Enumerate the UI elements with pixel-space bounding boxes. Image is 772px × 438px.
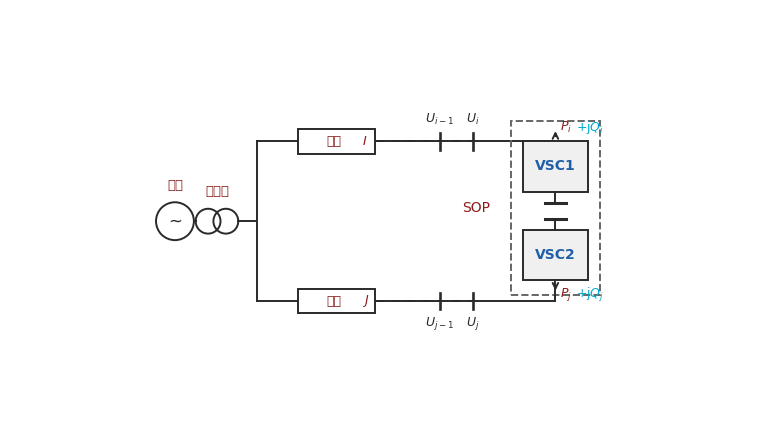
Text: $U_i$: $U_i$ [466, 112, 479, 127]
Text: SOP: SOP [462, 201, 490, 215]
Text: $+\mathrm{j}Q_j$: $+\mathrm{j}Q_j$ [576, 286, 604, 304]
Text: 馈线: 馈线 [326, 135, 341, 148]
Text: $P_i$: $P_i$ [560, 120, 571, 134]
Bar [511, 120, 600, 295]
Text: $+\mathrm{j}Q_i$: $+\mathrm{j}Q_i$ [576, 119, 604, 136]
Text: VSC1: VSC1 [535, 159, 576, 173]
Text: $J$: $J$ [362, 293, 369, 309]
Text: 变压器: 变压器 [205, 185, 229, 198]
Text: 电源: 电源 [167, 179, 183, 191]
Text: $I$: $I$ [362, 135, 367, 148]
Bar [523, 141, 588, 191]
Text: $P_j$: $P_j$ [560, 286, 571, 303]
Bar [298, 289, 375, 314]
Bar [523, 230, 588, 280]
Text: 馈线: 馈线 [326, 295, 341, 307]
Bar [298, 129, 375, 154]
Text: VSC2: VSC2 [535, 248, 576, 262]
Text: $U_j$: $U_j$ [466, 315, 479, 332]
Text: ~: ~ [168, 212, 182, 230]
Text: $U_{i-1}$: $U_{i-1}$ [425, 112, 455, 127]
Text: $U_{j-1}$: $U_{j-1}$ [425, 315, 455, 332]
